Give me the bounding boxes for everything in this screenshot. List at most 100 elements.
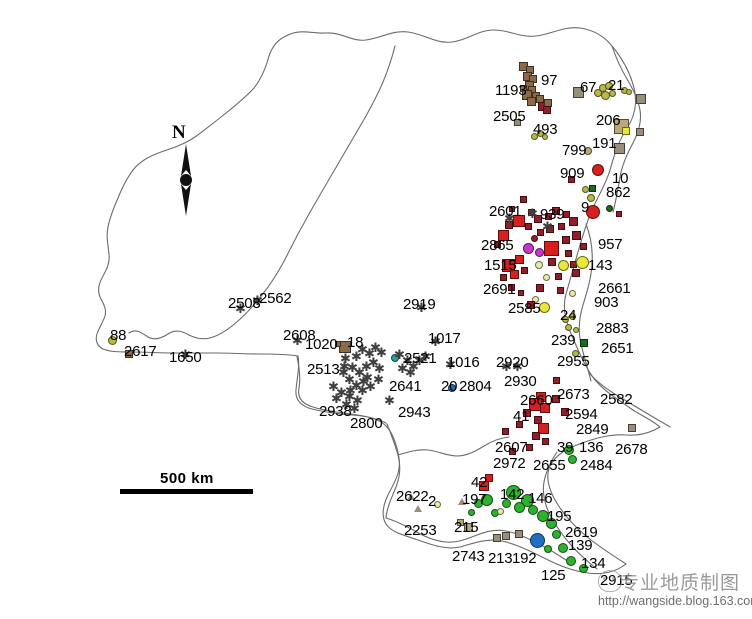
map-label-142: 142 [500, 486, 525, 503]
map-point-circle [530, 132, 538, 140]
map-point-square [556, 286, 564, 294]
map-label-2972: 2972 [493, 455, 526, 472]
map-point-circle [557, 259, 569, 271]
map-point-star: ✱ [351, 349, 362, 364]
map-label-2938: 2938 [319, 403, 352, 420]
map-point-circle [558, 543, 568, 553]
map-point-square [513, 118, 521, 126]
map-label-42: 42 [471, 474, 488, 491]
map-point-square [564, 249, 572, 257]
map-point-star: ✱ [357, 383, 368, 398]
map-point-square [534, 215, 542, 223]
map-label-215: 215 [454, 519, 479, 536]
map-label-213: 213 [488, 550, 513, 567]
map-point-square [527, 208, 535, 216]
map-point-square [509, 206, 515, 212]
map-point-star: ✱ [331, 391, 342, 406]
map-label-2943: 2943 [398, 404, 431, 421]
map-label-2513: 2513 [307, 361, 340, 378]
map-point-star: ✱ [252, 293, 263, 308]
map-point-star: ✱ [357, 342, 368, 357]
map-point-square [543, 240, 559, 256]
map-label-39: 39 [557, 439, 574, 456]
map-label-146: 146 [528, 490, 553, 507]
map-label-1650: 1650 [169, 349, 202, 366]
map-point-star: ✱ [416, 300, 427, 315]
map-point-star: ✱ [344, 372, 355, 387]
map-label-2849: 2849 [576, 421, 609, 438]
map-label-1193: 1193 [495, 82, 527, 99]
province-boundary-6 [542, 451, 598, 570]
map-point-star: ✱ [339, 359, 350, 374]
map-point-square [540, 403, 550, 413]
map-point-star: ✱ [445, 357, 456, 372]
map-point-circle [605, 82, 613, 90]
map-point-star: ✱ [361, 359, 372, 374]
map-label-2508: 2508 [228, 295, 261, 312]
map-point-square [499, 273, 507, 281]
map-point-circle [530, 234, 538, 242]
map-point-star: ✱ [344, 389, 355, 404]
map-point-star: ✱ [364, 346, 375, 361]
map-point-star: ✱ [405, 365, 416, 380]
map-label-139: 139 [568, 537, 593, 554]
map-label-10: 10 [612, 170, 629, 187]
map-label-2930: 2930 [504, 373, 537, 390]
map-label-2673: 2673 [557, 386, 590, 403]
map-point-square [507, 283, 515, 291]
map-point-square [571, 230, 581, 240]
map-point-circle [568, 312, 576, 320]
map-point-star: ✱ [368, 355, 379, 370]
map-point-circle [107, 335, 117, 345]
map-point-square [515, 420, 523, 428]
map-point-star: ✱ [376, 345, 387, 360]
map-label-2691: 2691 [483, 281, 516, 298]
map-point-square [572, 86, 584, 98]
map-point-square [552, 376, 560, 384]
map-label-206: 206 [596, 112, 621, 129]
map-point-square [567, 175, 575, 183]
map-point-square [628, 424, 636, 432]
country-boundary-west [95, 35, 299, 357]
map-label-862: 862 [606, 184, 631, 201]
map-label-18: 18 [347, 334, 364, 351]
watermark-url: http://wangside.blog.163.com/ [598, 594, 752, 608]
map-point-star: ✱ [328, 379, 339, 394]
map-point-circle [566, 556, 576, 566]
map-point-circle [528, 505, 538, 515]
map-label-192: 192 [512, 550, 537, 567]
map-point-circle [496, 507, 504, 515]
map-point-square [548, 258, 556, 266]
map-label-2521: 2521 [404, 350, 437, 367]
map-point-star: ✱ [374, 361, 385, 376]
map-point-square [532, 432, 540, 440]
watermark-text: 专业地质制图 [620, 572, 741, 594]
map-point-square [518, 290, 524, 296]
map-label-1020: 1020 [305, 336, 338, 353]
map-label-1515: 1515 [484, 257, 517, 274]
map-point-circle [586, 205, 600, 219]
map-point-star: ✱ [336, 385, 347, 400]
watermark-face-icon [598, 570, 622, 592]
map-label-2660: 2660 [520, 392, 553, 409]
river-line [611, 45, 642, 213]
map-label-1016: 1016 [447, 354, 480, 371]
scale-bar-line [120, 489, 253, 494]
map-point-star: ✱ [370, 340, 381, 355]
map-point-star: ✱ [362, 370, 373, 385]
map-point-square [497, 229, 509, 241]
map-label-88: 88 [110, 327, 127, 344]
map-point-circle [537, 510, 549, 522]
map-label-2883: 2883 [596, 320, 629, 337]
province-boundary-7 [589, 373, 671, 428]
map-label-2651: 2651 [601, 340, 634, 357]
map-point-circle [545, 517, 557, 529]
map-point-circle [467, 508, 475, 516]
map-label-2253: 2253 [404, 522, 437, 539]
map-label-2800: 2800 [350, 415, 383, 432]
map-point-square [501, 258, 515, 272]
map-point-square [568, 216, 578, 226]
map-label-2585: 2585 [508, 300, 541, 317]
map-point-circle [608, 89, 616, 97]
map-label-143: 143 [588, 257, 613, 274]
